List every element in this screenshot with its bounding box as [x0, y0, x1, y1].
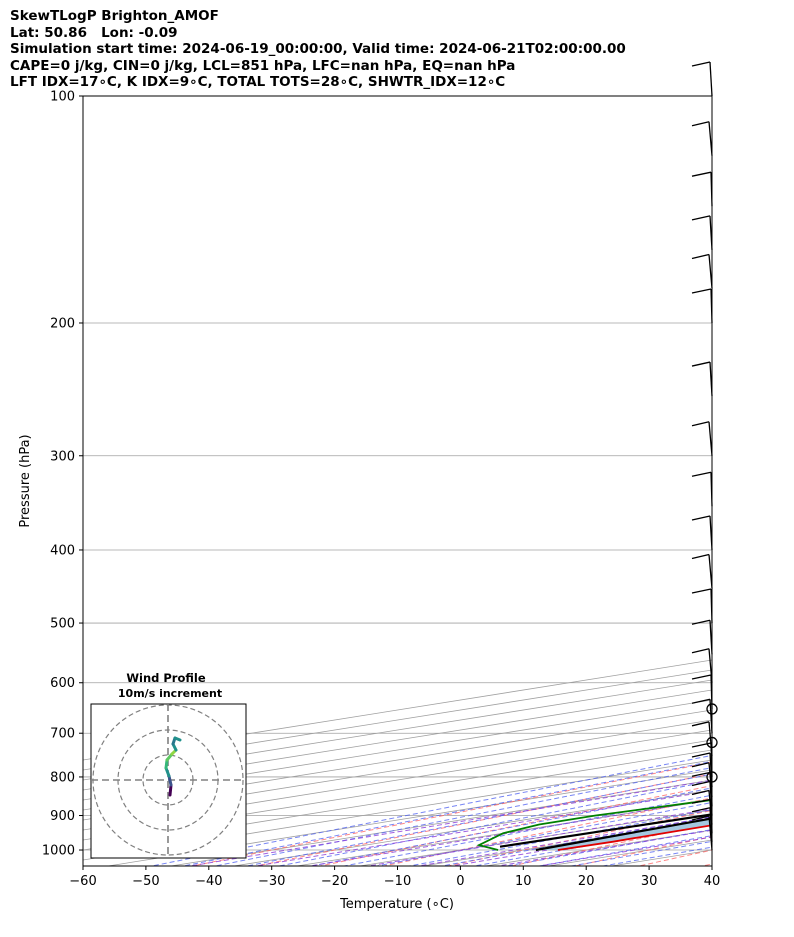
wind-barb [691, 648, 713, 683]
y-tick-label: 500 [50, 617, 75, 632]
y-axis: 100 200 300 400 500 600 700 800 900 1000 [42, 90, 83, 859]
x-axis-label: Temperature (∘C) [339, 897, 454, 912]
wind-barb [691, 815, 713, 851]
title-line-indices-2: LFT IDX=17∘C, K IDX=9∘C, TOTAL TOTS=28∘C… [10, 74, 506, 91]
isotherm-gridline [83, 699, 712, 801]
hodograph-segment [168, 783, 173, 797]
x-tick-label: 20 [578, 874, 595, 889]
wind-barb [691, 421, 713, 456]
wind-barb [691, 515, 713, 551]
dry-adiabat [381, 797, 712, 866]
y-tick-label: 1000 [42, 844, 75, 859]
chart-title: SkewTLogP Brighton_AMOF Lat: 50.86 Lon: -… [10, 8, 626, 91]
isotherm-gridline [83, 679, 712, 781]
y-tick-label: 400 [50, 543, 75, 558]
dewpoint-trace [476, 799, 712, 851]
wind-barb [691, 288, 713, 324]
wind-barb [691, 253, 713, 289]
calm-wind-circle [706, 771, 718, 783]
wind-barb [691, 789, 713, 825]
isotherm-gridline [83, 739, 712, 841]
y-tick-label: 700 [50, 727, 75, 742]
title-line-times: Simulation start time: 2024-06-19_00:00:… [10, 41, 626, 58]
x-tick-label: 10 [515, 874, 532, 889]
wind-barb [691, 215, 713, 250]
wind-barb [691, 807, 713, 842]
inset-title: Wind Profile [126, 671, 206, 685]
mixing-ratio-line [187, 779, 712, 866]
wind-barb [691, 471, 713, 507]
wind-barb [691, 762, 713, 797]
parcel-surface-segment [499, 813, 712, 848]
calm-wind-circle [706, 703, 718, 715]
isotherm-gridline [83, 729, 712, 831]
moist-adiabat [276, 780, 712, 866]
x-axis: −60 −50 −40 −30 −20 −10 0 10 20 30 40 [69, 866, 720, 889]
calm-wind-circle [706, 736, 718, 749]
hodograph-segment [173, 736, 182, 742]
wind-barb [691, 721, 713, 756]
isotherm-gridline [83, 719, 712, 821]
wind-barb [691, 553, 713, 589]
wind-barb [691, 121, 713, 156]
x-tick-label: 30 [641, 874, 658, 889]
wind-barb [691, 619, 713, 655]
moist-adiabat [244, 773, 712, 866]
title-line-indices-1: CAPE=0 j/kg, CIN=0 j/kg, LCL=851 hPa, LF… [10, 57, 516, 74]
moist-adiabat [341, 794, 712, 866]
dry-adiabat [764, 62, 794, 882]
mixing-ratio-line [536, 836, 712, 866]
wind-barb [691, 588, 713, 624]
wind-barb [691, 61, 713, 97]
x-tick-label: −40 [195, 874, 222, 889]
wind-profile-inset: Wind Profile 10m/s increment [90, 671, 247, 859]
wind-barb [691, 780, 713, 816]
mixing-ratio-line [448, 822, 712, 866]
y-tick-label: 900 [50, 809, 75, 824]
mixing-ratio-line [415, 816, 712, 866]
y-axis-label: Pressure (hPa) [18, 434, 33, 527]
wind-barb [691, 171, 713, 207]
mixing-ratio-line [494, 829, 712, 866]
dry-adiabat [699, 62, 794, 882]
x-tick-label: −20 [321, 874, 348, 889]
dry-adiabat [317, 785, 712, 866]
isotherm-gridline [83, 709, 712, 811]
y-tick-label: 300 [50, 449, 75, 464]
wind-barbs [691, 61, 718, 851]
title-line-station: SkewTLogP Brighton_AMOF [10, 8, 219, 24]
x-tick-label: −10 [384, 874, 411, 889]
x-tick-label: 0 [456, 874, 464, 889]
dry-adiabat [190, 761, 712, 866]
x-tick-label: 40 [704, 874, 721, 889]
profile-traces [476, 799, 712, 852]
y-tick-label: 800 [50, 770, 75, 785]
hodograph-segment [167, 774, 173, 787]
title-line-location: Lat: 50.86 Lon: -0.09 [10, 24, 178, 41]
moist-adiabat [406, 809, 712, 866]
y-tick-label: 100 [50, 90, 75, 105]
wind-barb [691, 361, 713, 397]
isotherm-gridline [83, 689, 712, 791]
y-tick-label: 200 [50, 316, 75, 331]
x-tick-label: −50 [132, 874, 159, 889]
x-tick-label: −60 [69, 874, 96, 889]
y-tick-label: 600 [50, 676, 75, 691]
x-tick-label: −30 [258, 874, 285, 889]
inset-subtitle: 10m/s increment [118, 687, 222, 700]
